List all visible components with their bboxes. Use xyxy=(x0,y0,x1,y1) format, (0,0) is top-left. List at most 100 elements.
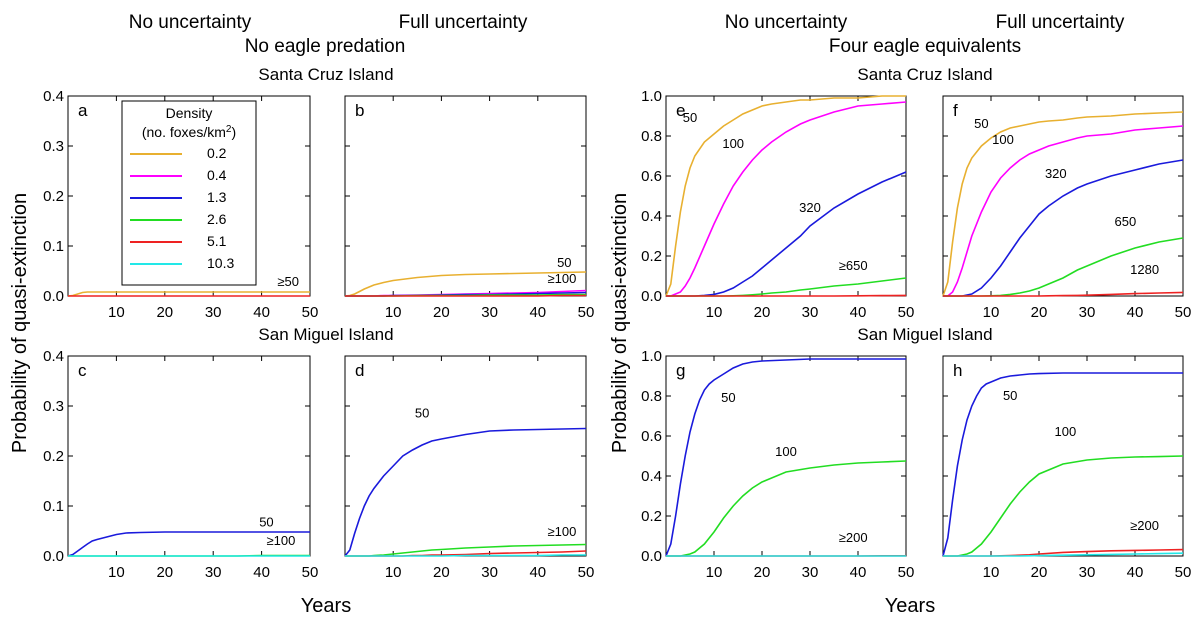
y-tick-label: 1.0 xyxy=(641,88,662,105)
y-tick-label: 0.6 xyxy=(641,168,662,185)
data-annotation: ≥200 xyxy=(1130,518,1159,533)
panels: 0.0 0.1 0.2 0.3 0.4 10 20 30 40 50 a ≥50 10 20 30 40 50 b… xyxy=(43,88,1191,581)
legend-label: 10.3 xyxy=(207,255,234,271)
x-tick-label: 20 xyxy=(1031,564,1048,581)
panel-label-h: h xyxy=(953,361,962,380)
y-tick-label: 0.4 xyxy=(43,88,64,105)
legend-label: 1.3 xyxy=(207,189,227,205)
x-tick-label: 30 xyxy=(1079,564,1096,581)
y-tick-label: 0.6 xyxy=(641,428,662,445)
y-tick-label: 0.4 xyxy=(641,208,662,225)
x-tick-label: 10 xyxy=(983,304,1000,321)
data-annotation: ≥100 xyxy=(547,271,576,286)
legend-label: 2.6 xyxy=(207,211,227,227)
x-tick-label: 10 xyxy=(385,304,402,321)
data-annotation: 50 xyxy=(974,116,988,131)
y-tick-label: 0.0 xyxy=(43,548,64,565)
x-tick-label: 40 xyxy=(253,304,270,321)
data-annotation: 50 xyxy=(557,255,571,270)
panel-h: 10 20 30 40 50 h 50 100 ≥200 xyxy=(942,355,1192,581)
data-annotation: 100 xyxy=(722,136,744,151)
y-tick-label: 1.0 xyxy=(641,348,662,365)
data-annotation: 100 xyxy=(775,444,797,459)
series-line xyxy=(666,460,907,557)
series-line xyxy=(666,101,907,297)
y-tick-label: 0.2 xyxy=(641,508,662,525)
panel-e: 0.00.20.40.60.81.010 20 30 40 50e50100320≥65… xyxy=(641,88,914,321)
data-annotation: 320 xyxy=(1045,166,1067,181)
x-tick-label: 10 xyxy=(108,564,125,581)
legend: Density (no. foxes/km2) 0.2 0.4 1.3 2.6 5.1 1… xyxy=(121,100,257,286)
panel-frame xyxy=(67,355,311,557)
header-left-col1: No uncertainty xyxy=(129,12,252,33)
y-tick-label: 0.0 xyxy=(43,288,64,305)
series-line xyxy=(665,95,906,297)
data-annotation: ≥100 xyxy=(547,524,576,539)
panel-label-b: b xyxy=(355,101,364,120)
y-tick-label: 0.4 xyxy=(43,348,64,365)
panel-d: 10 20 30 40 50 d 50 ≥100 xyxy=(344,355,595,581)
data-annotation: ≥200 xyxy=(839,530,868,545)
x-tick-label: 10 xyxy=(706,304,723,321)
x-tick-label: 20 xyxy=(1031,304,1048,321)
y-tick-label: 0.0 xyxy=(641,548,662,565)
series-line xyxy=(665,358,906,557)
island-label-bottom-left: San Miguel Island xyxy=(258,325,393,344)
x-tick-label: 40 xyxy=(253,564,270,581)
legend-title: Density xyxy=(166,105,213,121)
header-left-col2: Full uncertainty xyxy=(399,12,528,33)
panel-label-e: e xyxy=(676,101,685,120)
series-line xyxy=(942,111,1184,297)
data-annotation: 650 xyxy=(1115,214,1137,229)
x-tick-label: 50 xyxy=(302,564,319,581)
x-tick-label: 40 xyxy=(529,564,546,581)
data-annotation: 50 xyxy=(1003,388,1017,403)
panel-a: 0.0 0.1 0.2 0.3 0.4 10 20 30 40 50 a ≥50 xyxy=(43,88,318,321)
x-tick-label: 30 xyxy=(481,564,498,581)
data-annotation: ≥650 xyxy=(839,258,868,273)
series-line xyxy=(345,554,586,557)
x-tick-label: 50 xyxy=(898,564,915,581)
series-line xyxy=(942,372,1183,557)
x-tick-label: 50 xyxy=(302,304,319,321)
island-label-top-left: Santa Cruz Island xyxy=(258,65,393,84)
header-left-sub: No eagle predation xyxy=(245,36,406,57)
legend-items: 0.2 0.4 1.3 2.6 5.1 10.3 xyxy=(130,145,234,271)
x-tick-label: 10 xyxy=(706,564,723,581)
panel-label-a: a xyxy=(78,101,88,120)
y-tick-label: 0.8 xyxy=(641,388,662,405)
x-tick-label: 20 xyxy=(433,564,450,581)
y-tick-label: 0.2 xyxy=(43,188,64,205)
x-tick-label: 40 xyxy=(1127,564,1144,581)
panel-f: 10 20 30 40 50 f 50 100 320 650 1280 xyxy=(942,95,1191,321)
legend-label: 0.2 xyxy=(207,145,227,161)
panel-label-d: d xyxy=(355,361,364,380)
x-tick-label: 30 xyxy=(802,304,819,321)
data-annotation: ≥50 xyxy=(277,274,299,289)
x-tick-label: 20 xyxy=(754,304,771,321)
series-line xyxy=(344,271,587,297)
series-line xyxy=(943,552,1184,557)
panel-frame xyxy=(344,95,587,297)
series-line xyxy=(67,291,310,297)
x-tick-label: 50 xyxy=(898,304,915,321)
island-label-bottom-right: San Miguel Island xyxy=(857,325,992,344)
y-tick-label: 0.3 xyxy=(43,398,64,415)
series-line xyxy=(666,277,907,297)
header-right-col1: No uncertainty xyxy=(725,12,848,33)
series-line xyxy=(943,125,1184,297)
y-tick-label: 0.2 xyxy=(43,448,64,465)
panel-label-g: g xyxy=(676,361,685,380)
legend-label: 5.1 xyxy=(207,233,227,249)
series-line xyxy=(943,455,1184,557)
data-annotation: 50 xyxy=(415,406,429,421)
x-tick-label: 20 xyxy=(433,304,450,321)
x-tick-label: 50 xyxy=(578,564,595,581)
x-axis-title-left: Years xyxy=(301,595,351,617)
x-tick-label: 50 xyxy=(1175,564,1192,581)
x-tick-label: 40 xyxy=(850,564,867,581)
y-tick-label: 0.4 xyxy=(641,468,662,485)
series-line xyxy=(666,294,907,297)
